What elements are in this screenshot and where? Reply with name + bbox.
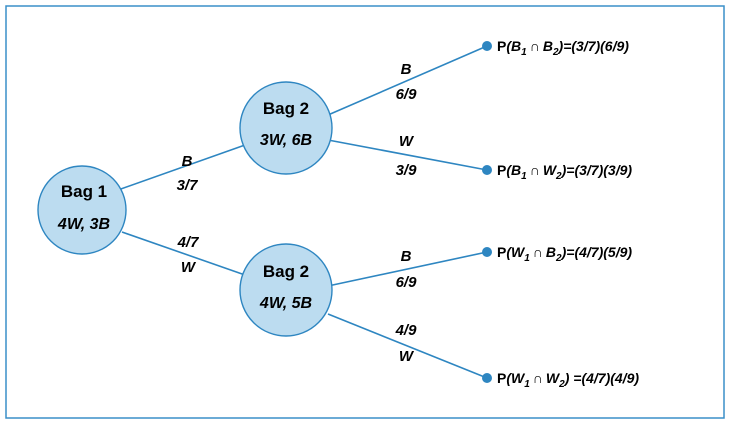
edge-upper-leaf1-event: B	[401, 61, 412, 78]
edge-lower-leaf4-prob: 4/9	[395, 322, 418, 339]
outcome-label-1: P(B1 ∩ B2)=(3/7)(6/9)	[497, 38, 629, 58]
node-bag1-content: 4W, 3B	[57, 216, 110, 233]
node-bag2-upper-title: Bag 2	[263, 99, 309, 118]
node-bag2-lower-circle	[239, 243, 333, 337]
node-bag1: Bag 1 4W, 3B	[37, 165, 127, 255]
node-bag2-upper: Bag 2 3W, 6B	[239, 81, 333, 175]
edge-root-lower-prob: 4/7	[177, 234, 200, 251]
edge-upper-leaf2-event: W	[399, 133, 415, 150]
edge-lower-to-leaf3	[327, 251, 488, 287]
edge-root-upper-event: B	[182, 153, 193, 170]
leaf-dot-2	[482, 165, 492, 175]
edge-lower-to-leaf4	[327, 313, 488, 379]
edge-upper-leaf1-prob: 6/9	[396, 86, 418, 103]
node-bag2-upper-content: 3W, 6B	[260, 132, 312, 149]
edge-lower-leaf4-event: W	[399, 348, 415, 365]
edge-root-lower-event: W	[181, 259, 197, 276]
leaf-dot-1	[482, 41, 492, 51]
edge-upper-leaf2-prob: 3/9	[396, 162, 418, 179]
edge-root-upper-prob: 3/7	[177, 177, 199, 194]
edge-root-to-upper	[117, 144, 246, 191]
node-bag2-lower-content: 4W, 5B	[259, 295, 312, 312]
leaf-dot-3	[482, 247, 492, 257]
edge-lower-leaf3-prob: 6/9	[396, 274, 418, 291]
node-bag2-upper-circle	[239, 81, 333, 175]
outcome-label-2: P(B1 ∩ W2)=(3/7)(3/9)	[497, 162, 632, 182]
node-bag2-lower-title: Bag 2	[263, 262, 309, 281]
edge-root-to-lower	[121, 231, 246, 276]
leaf-dot-4	[482, 373, 492, 383]
node-bag1-title: Bag 1	[61, 182, 107, 201]
outcome-label-4: P(W1 ∩ W2) =(4/7)(4/9)	[497, 370, 639, 390]
edge-upper-to-leaf2	[327, 139, 488, 171]
edge-lower-leaf3-event: B	[401, 248, 412, 265]
node-bag2-lower: Bag 2 4W, 5B	[239, 243, 333, 337]
edge-upper-to-leaf1	[327, 45, 488, 116]
node-bag1-circle	[37, 165, 127, 255]
